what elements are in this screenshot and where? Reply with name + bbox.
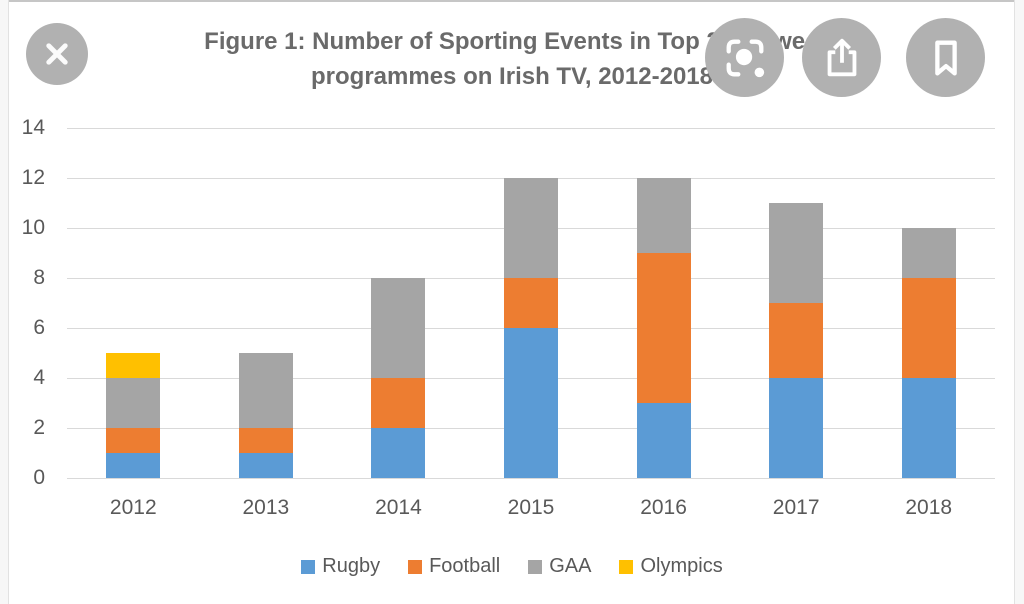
bar-segment-2014-football bbox=[371, 378, 426, 428]
bar-segment-2014-rugby bbox=[371, 428, 426, 478]
bar-segment-2014-gaa bbox=[371, 278, 426, 378]
bar-segment-2016-football bbox=[636, 253, 691, 403]
chart-title-line-2: programmes on Irish TV, 2012-2018 bbox=[311, 63, 713, 90]
bar-segment-2012-football bbox=[106, 428, 161, 453]
bar-segment-2012-olympics bbox=[106, 353, 161, 378]
chart-title-line-1: Figure 1: Number of Sporting Events in T… bbox=[204, 28, 820, 55]
bar-segment-2012-gaa bbox=[106, 378, 161, 428]
bar-segment-2017-football bbox=[769, 303, 824, 378]
bar-segment-2016-rugby bbox=[636, 403, 691, 478]
legend-item-olympics: Olympics bbox=[619, 555, 723, 578]
chart-legend: Rugby Football GAA Olympics bbox=[0, 555, 1024, 578]
legend-swatch-football bbox=[408, 559, 423, 574]
gridline-y14 bbox=[67, 128, 995, 129]
y-axis-tick-label: 8 bbox=[33, 266, 45, 289]
bookmark-button[interactable] bbox=[906, 18, 985, 97]
legend-item-gaa: GAA bbox=[528, 555, 591, 578]
legend-item-football: Football bbox=[408, 555, 500, 578]
y-axis-tick-label: 0 bbox=[33, 466, 45, 489]
bar-segment-2017-rugby bbox=[769, 378, 824, 478]
y-axis-tick-label: 14 bbox=[21, 116, 45, 139]
bar-segment-2017-gaa bbox=[769, 203, 824, 303]
x-axis-tick-label: 2018 bbox=[905, 496, 953, 519]
x-axis-tick-label: 2016 bbox=[640, 496, 687, 519]
bookmark-icon bbox=[934, 40, 957, 75]
bar-segment-2015-rugby bbox=[504, 328, 558, 478]
viewer-left-edge-line bbox=[8, 0, 9, 604]
bar-segment-2018-gaa bbox=[901, 228, 956, 278]
viewer-left-margin bbox=[0, 0, 8, 604]
bar-segment-2013-football bbox=[238, 428, 293, 453]
bar-segment-2018-football bbox=[901, 278, 956, 378]
legend-swatch-gaa bbox=[528, 559, 543, 574]
y-axis-tick-label: 12 bbox=[21, 166, 45, 189]
close-button[interactable] bbox=[26, 23, 88, 85]
legend-swatch-olympics bbox=[619, 559, 634, 574]
y-axis-tick-label: 2 bbox=[33, 416, 45, 439]
legend-label-olympics: Olympics bbox=[640, 555, 723, 577]
bar-segment-2015-gaa bbox=[504, 178, 558, 278]
x-axis-tick-label: 2015 bbox=[507, 496, 555, 519]
viewer-right-edge-line bbox=[1014, 0, 1015, 604]
viewer-top-edge bbox=[0, 0, 1024, 2]
y-axis-tick-label: 4 bbox=[33, 366, 45, 389]
close-icon bbox=[46, 43, 68, 65]
x-axis-tick-label: 2013 bbox=[242, 496, 290, 519]
google-lens-icon bbox=[726, 39, 764, 77]
bar-segment-2016-gaa bbox=[636, 178, 691, 253]
bar-segment-2013-gaa bbox=[238, 353, 293, 428]
legend-label-gaa: GAA bbox=[549, 555, 592, 577]
x-axis-tick-label: 2014 bbox=[375, 496, 422, 519]
viewer-right-margin bbox=[1015, 0, 1024, 604]
lens-button[interactable] bbox=[705, 18, 784, 97]
gridline-y0 bbox=[67, 478, 995, 479]
y-axis-tick-label: 6 bbox=[33, 316, 45, 339]
bar-segment-2012-rugby bbox=[106, 453, 161, 478]
x-axis-tick-label: 2017 bbox=[772, 496, 820, 519]
legend-label-rugby: Rugby bbox=[322, 555, 381, 577]
y-axis-tick-label: 10 bbox=[21, 216, 45, 239]
bar-segment-2013-rugby bbox=[238, 453, 293, 478]
legend-item-rugby: Rugby bbox=[301, 555, 380, 578]
bar-segment-2015-football bbox=[504, 278, 558, 328]
legend-label-football: Football bbox=[429, 555, 501, 577]
x-axis-tick-label: 2012 bbox=[109, 496, 157, 519]
share-button[interactable] bbox=[802, 18, 881, 97]
bar-segment-2018-rugby bbox=[901, 378, 956, 478]
share-icon bbox=[827, 38, 856, 76]
legend-swatch-rugby bbox=[301, 559, 316, 574]
chart-title: Figure 1: Number of Sporting Events in T… bbox=[120, 24, 904, 94]
